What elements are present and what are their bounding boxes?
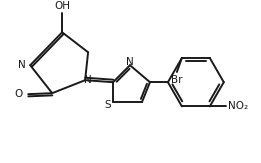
- Text: N: N: [84, 75, 92, 85]
- Text: OH: OH: [54, 1, 70, 11]
- Text: N: N: [18, 60, 26, 70]
- Text: N: N: [126, 57, 134, 67]
- Text: NO₂: NO₂: [228, 101, 248, 111]
- Text: S: S: [105, 100, 111, 110]
- Text: O: O: [14, 89, 22, 99]
- Text: Br: Br: [171, 75, 183, 85]
